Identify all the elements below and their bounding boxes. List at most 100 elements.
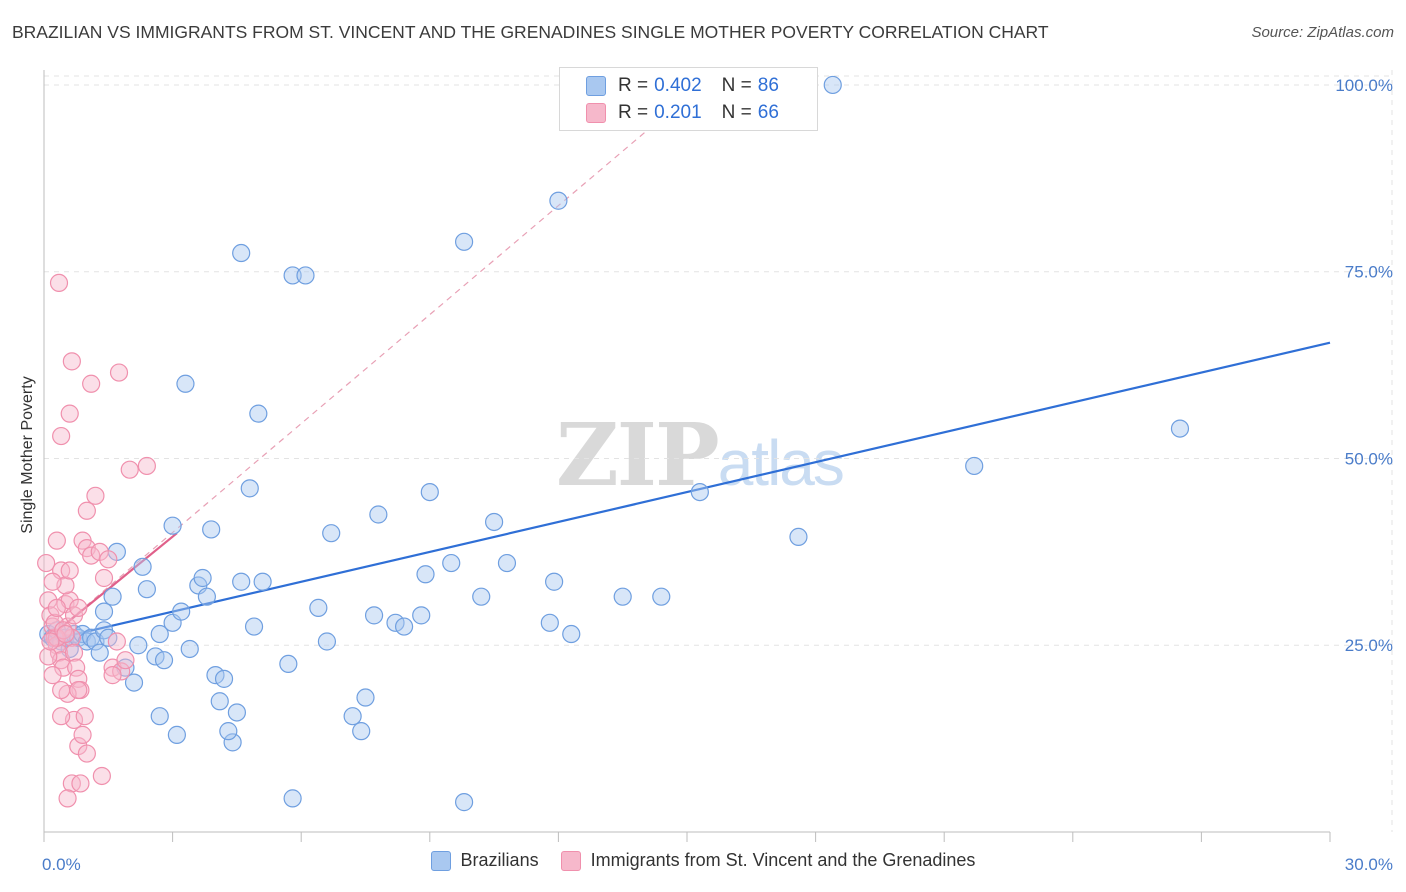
data-point-brazilians xyxy=(364,606,384,625)
data-point-brazilians xyxy=(180,639,199,659)
data-point-brazilians xyxy=(352,722,371,741)
data-point-brazilians xyxy=(454,793,474,812)
x-tick-label-max: 30.0% xyxy=(1345,855,1393,874)
legend-swatch-immigrants xyxy=(560,850,581,871)
data-point-brazilians xyxy=(249,404,268,423)
chart-title: BRAZILIAN VS IMMIGRANTS FROM ST. VINCENT… xyxy=(12,22,1049,42)
n-value: 86 xyxy=(757,75,779,96)
r-value: 0.201 xyxy=(654,102,702,123)
r-label: R = xyxy=(618,102,649,123)
data-point-immigrants xyxy=(52,680,71,700)
legend-swatch-brazilians xyxy=(586,76,606,96)
data-point-immigrants xyxy=(54,658,73,677)
data-point-brazilians xyxy=(412,606,431,625)
data-point-immigrants xyxy=(77,744,96,763)
data-point-immigrants xyxy=(120,460,139,479)
data-point-brazilians xyxy=(193,568,212,588)
data-point-brazilians xyxy=(133,557,152,576)
data-point-brazilians xyxy=(244,617,264,636)
data-point-brazilians xyxy=(613,587,632,606)
data-point-immigrants xyxy=(103,666,122,685)
data-point-brazilians xyxy=(690,482,709,502)
data-point-immigrants xyxy=(49,273,69,293)
data-point-brazilians xyxy=(232,243,251,263)
legend-item-brazilians[interactable]: Brazilians xyxy=(430,850,539,871)
data-point-brazilians xyxy=(94,602,114,621)
data-point-brazilians xyxy=(454,232,474,251)
data-point-brazilians xyxy=(240,479,259,498)
data-point-brazilians xyxy=(172,602,191,621)
data-point-brazilians xyxy=(176,374,195,393)
data-point-brazilians xyxy=(485,512,504,532)
trend-line-immigrants xyxy=(43,532,178,643)
data-point-brazilians xyxy=(343,707,362,726)
data-point-immigrants xyxy=(52,426,71,446)
data-point-immigrants xyxy=(47,531,66,550)
r-label: R = xyxy=(618,75,649,96)
data-point-brazilians xyxy=(223,733,242,752)
data-point-brazilians xyxy=(562,624,581,644)
trend-lines xyxy=(43,114,1331,643)
data-point-brazilians xyxy=(154,651,174,670)
correlation-legend: R = 0.402 N = 86 R = 0.201 N = 66 xyxy=(559,67,818,131)
data-point-immigrants xyxy=(64,643,84,662)
data-point-brazilians xyxy=(416,565,435,584)
data-point-brazilians xyxy=(103,587,122,606)
data-point-brazilians xyxy=(232,572,251,591)
data-point-immigrants xyxy=(107,632,126,651)
data-point-immigrants xyxy=(47,598,66,617)
legend-swatch-immigrants xyxy=(586,103,606,123)
trend-line-dashed-1 xyxy=(43,114,666,642)
data-point-immigrants xyxy=(73,725,92,744)
data-point-immigrants xyxy=(43,666,62,685)
data-point-immigrants xyxy=(99,550,118,569)
data-point-brazilians xyxy=(540,613,559,632)
data-point-immigrants xyxy=(58,789,77,808)
series-legend: Brazilians Immigrants from St. Vincent a… xyxy=(0,850,1406,871)
legend-row-immigrants: R = 0.201 N = 66 xyxy=(586,100,779,126)
data-point-immigrants xyxy=(77,501,96,520)
data-point-brazilians xyxy=(394,617,414,636)
r-value: 0.402 xyxy=(654,75,702,96)
data-point-brazilians xyxy=(420,482,439,502)
data-point-brazilians xyxy=(965,456,984,476)
n-value: 66 xyxy=(757,102,779,123)
y-tick-label: 75.0% xyxy=(1345,263,1393,282)
data-point-brazilians xyxy=(322,524,341,543)
data-point-brazilians xyxy=(124,673,144,692)
data-point-brazilians xyxy=(202,520,221,539)
data-point-brazilians xyxy=(356,688,375,707)
grid-lines xyxy=(44,70,1393,832)
data-point-brazilians xyxy=(309,598,328,617)
data-point-immigrants xyxy=(75,707,94,726)
y-tick-label: 50.0% xyxy=(1345,449,1393,468)
data-point-immigrants xyxy=(37,553,56,573)
data-point-brazilians xyxy=(497,553,517,573)
n-label: N = xyxy=(721,102,752,123)
data-point-immigrants xyxy=(69,598,88,617)
data-point-immigrants xyxy=(82,374,101,393)
data-point-brazilians xyxy=(549,191,568,210)
legend-label-immigrants: Immigrants from St. Vincent and the Gren… xyxy=(590,850,976,870)
data-point-brazilians xyxy=(823,75,842,95)
data-point-immigrants xyxy=(56,624,75,644)
legend-label-brazilians: Brazilians xyxy=(460,850,539,870)
tick-labels: 25.0% 50.0% 75.0% 100.0% 0.0% 30.0% xyxy=(42,76,1393,874)
legend-swatch-brazilians xyxy=(430,850,451,871)
watermark-atlas: atlas xyxy=(717,427,845,499)
data-point-brazilians xyxy=(296,266,315,285)
data-point-brazilians xyxy=(442,553,461,573)
data-point-immigrants xyxy=(60,561,79,580)
data-point-brazilians xyxy=(283,266,302,285)
data-point-brazilians xyxy=(317,632,337,651)
data-point-brazilians xyxy=(197,587,216,606)
data-point-immigrants xyxy=(137,456,156,476)
source-label: Source: ZipAtlas.com xyxy=(1251,24,1394,41)
axes xyxy=(43,70,1331,842)
data-point-immigrants xyxy=(86,486,105,505)
data-point-brazilians xyxy=(472,587,491,606)
data-point-brazilians xyxy=(210,692,229,711)
data-point-brazilians xyxy=(150,624,169,644)
legend-item-immigrants[interactable]: Immigrants from St. Vincent and the Gren… xyxy=(560,850,976,871)
